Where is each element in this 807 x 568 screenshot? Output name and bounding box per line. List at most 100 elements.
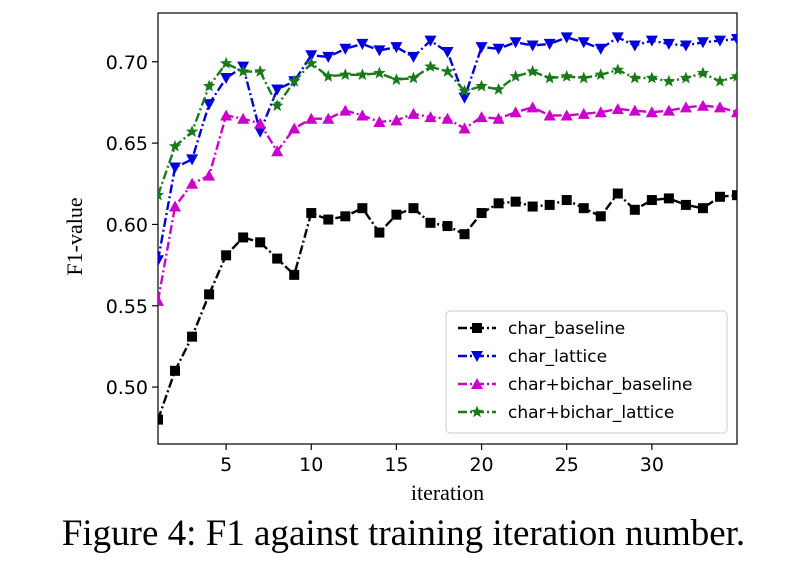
x-axis-ticks: 5 10 15 20 25 30 bbox=[220, 444, 664, 476]
figure-caption: Figure 4: F1 against training iteration … bbox=[61, 513, 746, 554]
data-point bbox=[356, 68, 369, 81]
data-point bbox=[527, 201, 538, 212]
y-tick-label: 0.70 bbox=[106, 52, 148, 74]
series-line bbox=[158, 36, 737, 261]
data-point bbox=[594, 43, 607, 55]
data-point bbox=[629, 204, 640, 215]
data-point bbox=[730, 69, 737, 82]
data-point bbox=[390, 114, 403, 126]
data-point bbox=[391, 209, 402, 220]
data-point bbox=[526, 101, 539, 113]
y-axis-label: F1-value bbox=[62, 197, 87, 275]
data-point bbox=[645, 35, 658, 47]
data-point bbox=[680, 199, 691, 210]
data-point bbox=[458, 84, 471, 97]
data-point bbox=[663, 193, 674, 204]
data-point bbox=[271, 84, 284, 96]
legend-label: char_lattice bbox=[508, 347, 607, 367]
data-point bbox=[408, 203, 419, 214]
data-point bbox=[696, 66, 710, 79]
data-point bbox=[254, 126, 267, 138]
data-point bbox=[628, 71, 642, 84]
data-point bbox=[288, 122, 301, 134]
data-point bbox=[577, 107, 590, 119]
data-point bbox=[220, 109, 233, 121]
data-point bbox=[713, 35, 726, 47]
data-point bbox=[560, 109, 573, 121]
data-point bbox=[186, 154, 199, 166]
data-point bbox=[561, 195, 572, 206]
data-point bbox=[679, 101, 692, 113]
data-point bbox=[374, 227, 385, 238]
data-point bbox=[272, 253, 283, 264]
x-tick-label: 30 bbox=[640, 454, 664, 476]
data-point bbox=[543, 71, 556, 84]
y-tick-label: 0.60 bbox=[106, 214, 148, 236]
data-point bbox=[253, 65, 267, 77]
data-point bbox=[356, 38, 369, 50]
data-point bbox=[288, 74, 301, 87]
data-point bbox=[339, 104, 352, 116]
data-point bbox=[731, 34, 737, 46]
y-tick-label: 0.50 bbox=[106, 377, 148, 399]
data-point bbox=[323, 214, 334, 225]
legend-item: char_lattice bbox=[458, 347, 607, 367]
data-point bbox=[492, 43, 505, 55]
data-point bbox=[271, 99, 284, 111]
data-point bbox=[441, 65, 454, 77]
data-point bbox=[628, 104, 641, 116]
data-point bbox=[475, 42, 488, 54]
data-point bbox=[492, 82, 505, 95]
data-point bbox=[493, 198, 504, 209]
data-point bbox=[390, 42, 403, 54]
legend-marker bbox=[471, 378, 483, 389]
y-tick-label: 0.65 bbox=[106, 133, 148, 155]
legend-marker bbox=[471, 351, 483, 362]
legend-item: char+bichar_lattice bbox=[458, 403, 674, 423]
data-point bbox=[407, 71, 420, 84]
data-point bbox=[679, 40, 692, 52]
data-point bbox=[255, 237, 266, 248]
legend-label: char_baseline bbox=[508, 319, 625, 339]
plot-frame bbox=[157, 12, 738, 445]
data-point bbox=[577, 37, 590, 49]
data-point bbox=[373, 115, 386, 127]
data-point bbox=[202, 79, 216, 92]
data-point bbox=[594, 68, 607, 81]
data-point bbox=[407, 51, 420, 63]
data-point bbox=[254, 117, 267, 129]
data-point bbox=[203, 99, 216, 111]
data-point bbox=[158, 188, 165, 201]
legend-label: char+bichar_baseline bbox=[508, 375, 693, 395]
data-point bbox=[305, 112, 318, 124]
data-point bbox=[238, 232, 249, 243]
data-point bbox=[373, 66, 386, 79]
data-point bbox=[646, 195, 657, 206]
data-point bbox=[611, 32, 624, 44]
legend-box bbox=[445, 310, 728, 434]
series-char-bichar-lattice bbox=[158, 56, 737, 201]
data-point bbox=[714, 191, 725, 202]
x-axis-label: iteration bbox=[411, 480, 484, 505]
y-axis-ticks: 0.50 0.55 0.60 0.65 0.70 bbox=[106, 52, 158, 399]
series-char-bichar-baseline bbox=[158, 99, 737, 306]
data-point bbox=[509, 69, 522, 82]
data-point bbox=[322, 51, 335, 63]
data-point bbox=[696, 99, 709, 111]
data-point bbox=[339, 68, 352, 81]
data-point bbox=[185, 125, 199, 137]
data-point bbox=[731, 106, 737, 118]
data-point bbox=[170, 365, 181, 376]
series-char-baseline bbox=[158, 188, 737, 425]
data-point bbox=[186, 177, 199, 189]
x-tick-label: 20 bbox=[469, 454, 493, 476]
x-tick-label: 5 bbox=[220, 454, 232, 476]
data-point bbox=[169, 200, 182, 212]
data-point bbox=[458, 92, 471, 104]
data-point bbox=[475, 79, 488, 92]
data-point bbox=[543, 109, 556, 121]
data-point bbox=[322, 69, 335, 82]
data-point bbox=[594, 106, 607, 118]
data-point bbox=[696, 37, 709, 49]
data-point bbox=[390, 73, 403, 85]
